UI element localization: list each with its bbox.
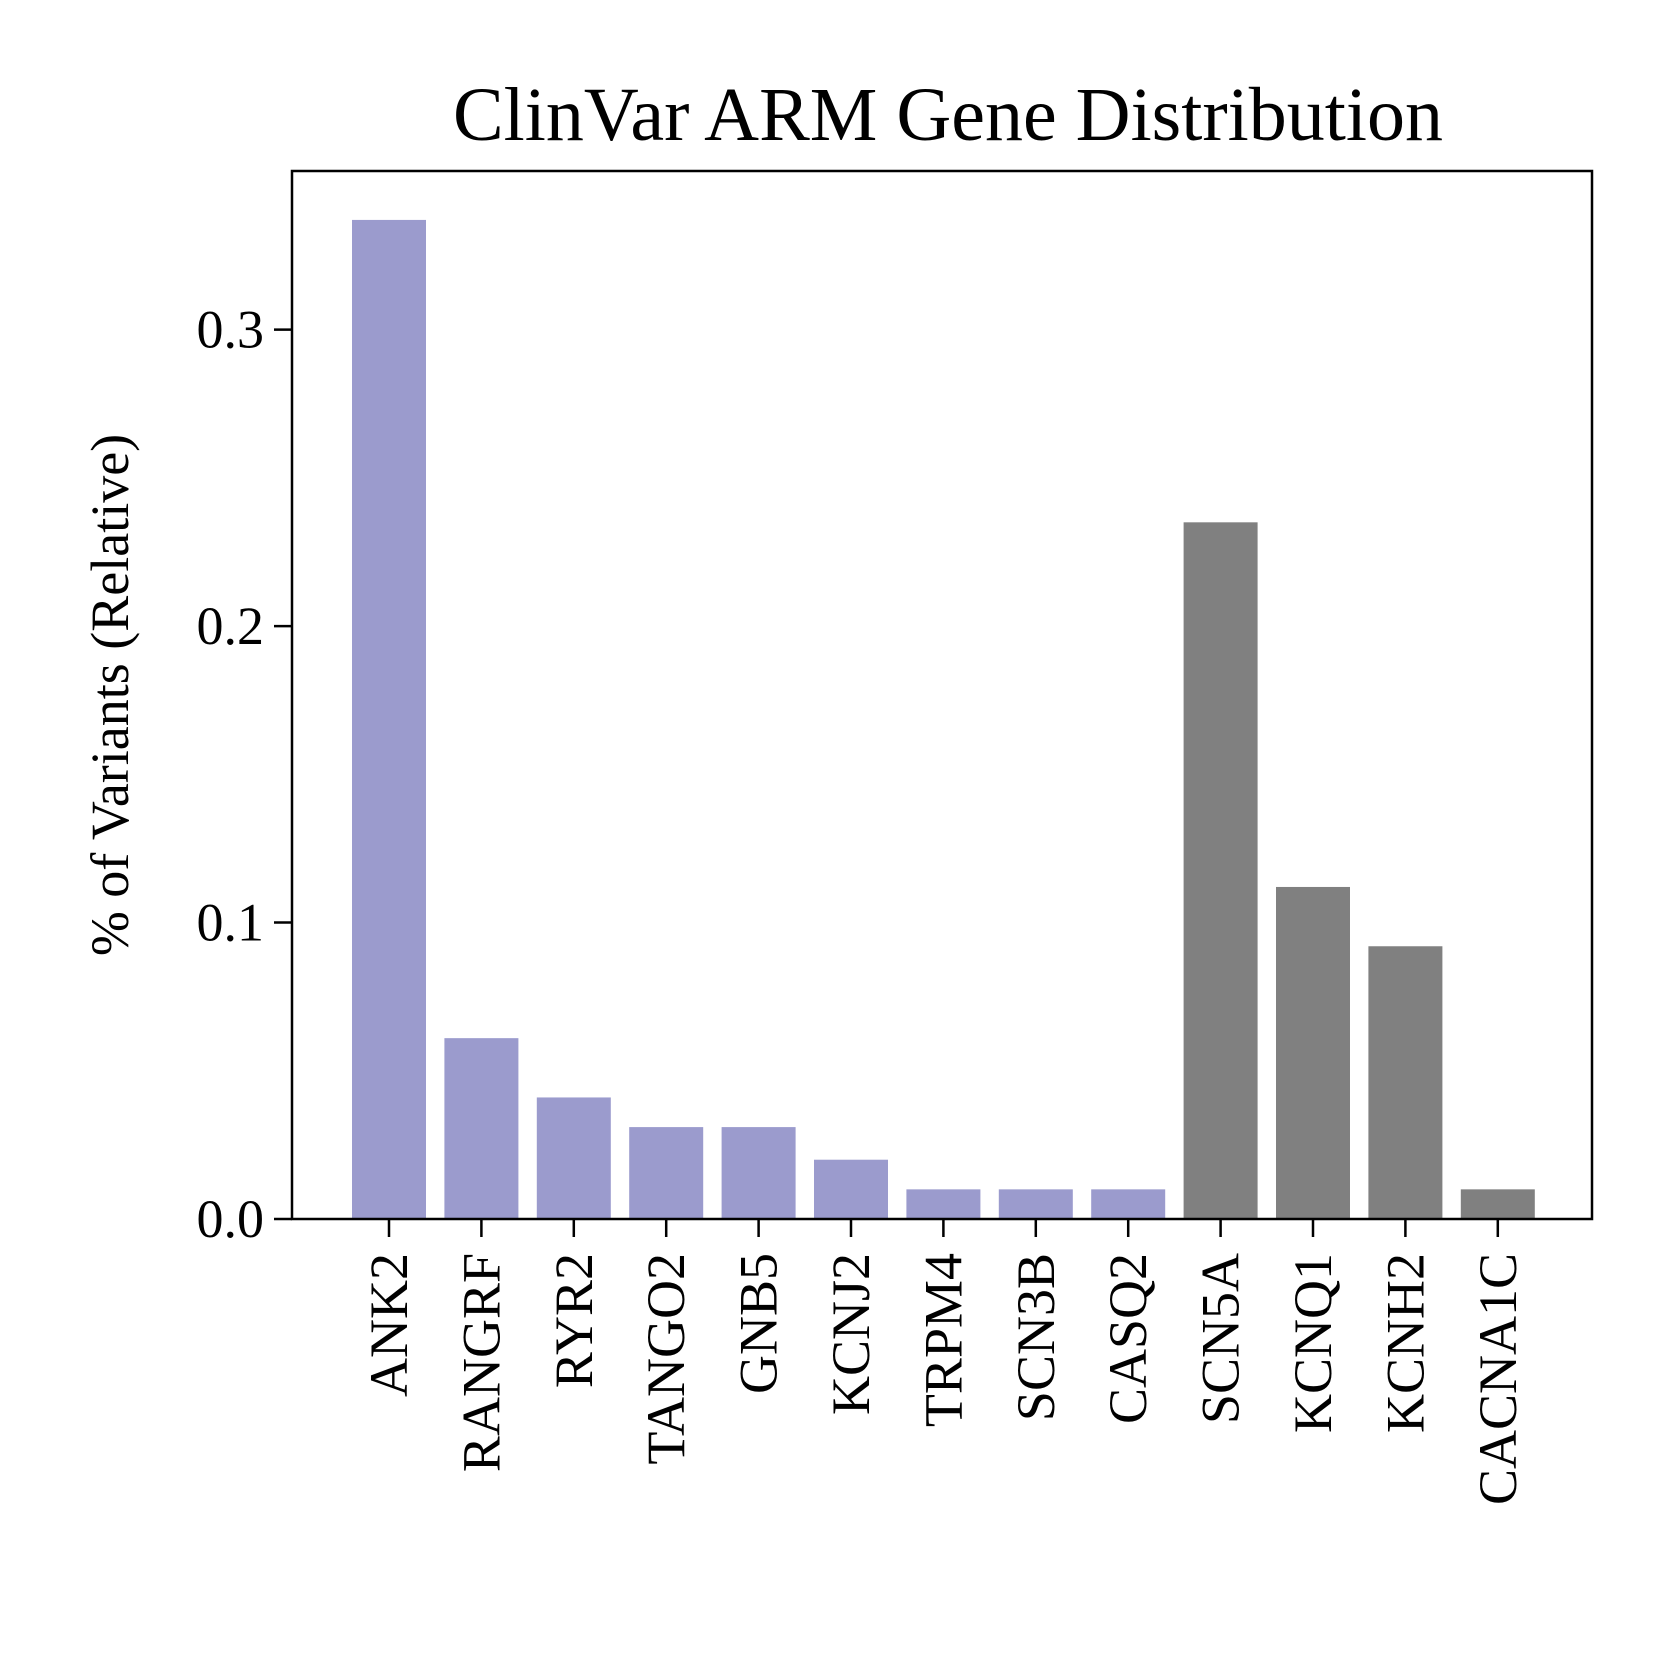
bar-ryr2 [536,1097,611,1219]
x-tick-label: KCNH2 [1375,1253,1435,1433]
bar-cacna1c [1460,1189,1535,1219]
y-tick-label: 0.2 [197,596,265,656]
y-axis-ticks: 0.0 0.1 0.2 0.3 [197,300,292,1249]
bar-scn5a [1183,522,1258,1219]
bar-kcnh2 [1368,946,1443,1219]
bar-scn3b [998,1189,1073,1219]
x-tick-label: CACNA1C [1468,1253,1528,1505]
x-axis-ticks: ANK2 RANGRF RYR2 TANGO2 GNB5 KCNJ2 TRPM4 SCN3B C… [359,1219,1528,1505]
x-tick-label: RANGRF [451,1253,511,1472]
bar-ank2 [352,219,426,1220]
x-tick-label: RYR2 [544,1253,604,1388]
plot-frame [290,169,1594,1221]
bar-tango2 [629,1127,704,1219]
y-tick-label: 0.1 [197,893,265,953]
x-tick-label: TANGO2 [636,1253,696,1465]
x-tick-label: CASQ2 [1098,1253,1158,1424]
bar-kcnq1 [1276,886,1350,1219]
x-tick-label: SCN3B [1006,1253,1066,1421]
bar-casq2 [1091,1189,1166,1219]
y-axis-label: % of Variants (Relative) [80,434,140,956]
x-tick-label: SCN5A [1191,1253,1251,1424]
bar-gnb5 [721,1127,796,1219]
bar-rangrf [444,1038,519,1219]
bar-kcnj2 [814,1159,888,1219]
chart-title: ClinVar ARM Gene Distribution [453,73,1443,157]
x-tick-label: TRPM4 [913,1253,973,1427]
bar-trpm4 [906,1189,981,1219]
x-tick-label: KCNQ1 [1283,1253,1343,1433]
x-tick-label: ANK2 [359,1253,419,1397]
x-tick-label: GNB5 [729,1253,789,1394]
bars-group [352,219,1535,1220]
x-tick-label: KCNJ2 [821,1253,881,1415]
y-tick-label: 0.0 [197,1189,265,1249]
y-tick-label: 0.3 [197,300,265,360]
